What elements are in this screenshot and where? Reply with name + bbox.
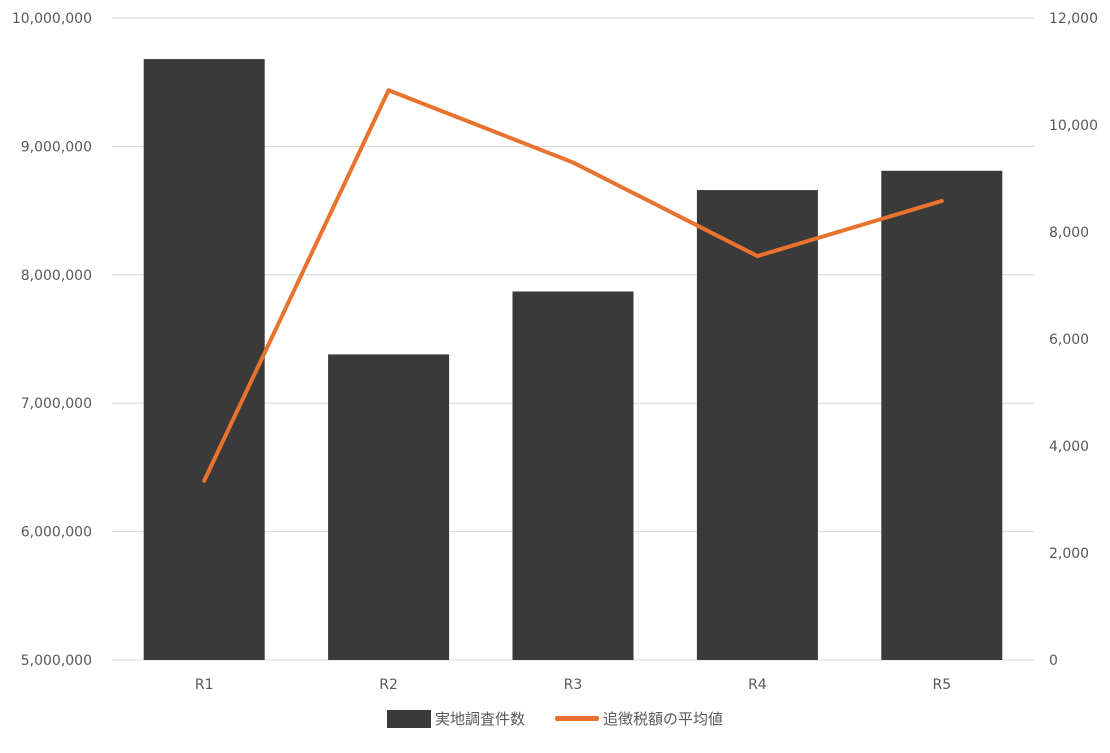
- y-left-tick-label: 7,000,000: [21, 396, 92, 412]
- legend: 実地調査件数 追徴税額の平均値: [0, 708, 1110, 729]
- legend-item-bars: 実地調査件数: [387, 708, 525, 729]
- bar: [881, 171, 1002, 660]
- legend-label-line: 追徴税額の平均値: [603, 708, 723, 729]
- bar: [328, 354, 449, 660]
- y-right-tick-label: 6,000: [1049, 332, 1089, 348]
- x-tick-label: R1: [195, 677, 214, 693]
- y-left-tick-label: 10,000,000: [12, 11, 92, 27]
- bar: [144, 59, 265, 660]
- bar: [697, 190, 818, 660]
- y-right-tick-label: 0: [1049, 653, 1058, 669]
- y-right-tick-label: 4,000: [1049, 439, 1089, 455]
- y-left-tick-label: 6,000,000: [21, 525, 92, 541]
- y-right-tick-label: 10,000: [1049, 118, 1098, 134]
- legend-item-line: 追徴税額の平均値: [555, 708, 723, 729]
- legend-swatch-bar: [387, 710, 431, 728]
- legend-swatch-line: [555, 716, 599, 721]
- x-tick-label: R2: [379, 677, 398, 693]
- y-right-tick-label: 12,000: [1049, 11, 1098, 27]
- x-tick-label: R3: [564, 677, 583, 693]
- x-tick-label: R5: [932, 677, 951, 693]
- y-left-tick-label: 8,000,000: [21, 268, 92, 284]
- y-left-tick-label: 9,000,000: [21, 139, 92, 155]
- y-right-tick-label: 8,000: [1049, 225, 1089, 241]
- legend-label-bars: 実地調査件数: [435, 708, 525, 729]
- x-tick-label: R4: [748, 677, 767, 693]
- y-right-tick-label: 2,000: [1049, 546, 1089, 562]
- y-left-tick-label: 5,000,000: [21, 653, 92, 669]
- bar: [513, 291, 634, 660]
